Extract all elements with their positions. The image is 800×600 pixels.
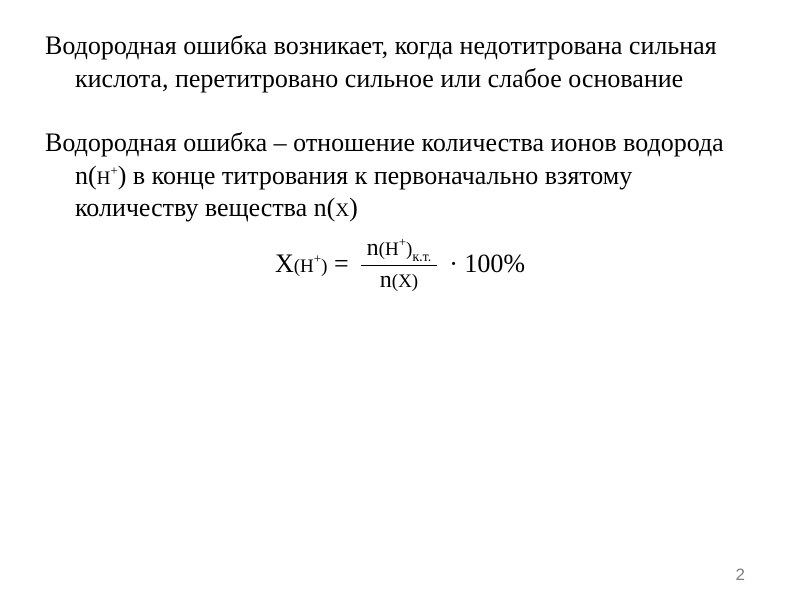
f-num-n: n [367,235,379,261]
f-num-sup: + [399,234,406,249]
formula-numerator: n(H+)к.т. [361,235,438,266]
formula-left-side: X(H+) = [275,249,349,279]
f-num-sub: к.т. [412,249,431,264]
paragraph-hydrogen-error-condition: Водородная ошибка возникает, когда недот… [45,30,755,95]
f-left-H: H [300,256,314,277]
formula-fraction: n(H+)к.т. n(X) [361,235,438,294]
f-den-X: X [398,271,412,292]
p2-h: H [97,168,111,189]
f-den-n: n [380,267,392,293]
f-equals: = [327,249,348,278]
page-number: 2 [736,565,745,585]
paragraph-hydrogen-error-definition: Водородная ошибка – отношение количества… [45,127,755,225]
formula-hydrogen-error: X(H+) = n(H+)к.т. n(X) · 100% [45,235,755,294]
f-num-H: H [385,239,399,260]
p2-suffix: ) [349,193,358,222]
formula-right-side: · 100% [449,249,525,279]
f-den-pc: ) [412,271,418,292]
f-left-X: X [275,249,294,278]
p2-x: X [335,200,349,221]
formula-denominator: n(X) [374,266,424,293]
p2-hsup: + [110,162,117,177]
paragraph1-text: Водородная ошибка возникает, когда недот… [45,31,717,93]
